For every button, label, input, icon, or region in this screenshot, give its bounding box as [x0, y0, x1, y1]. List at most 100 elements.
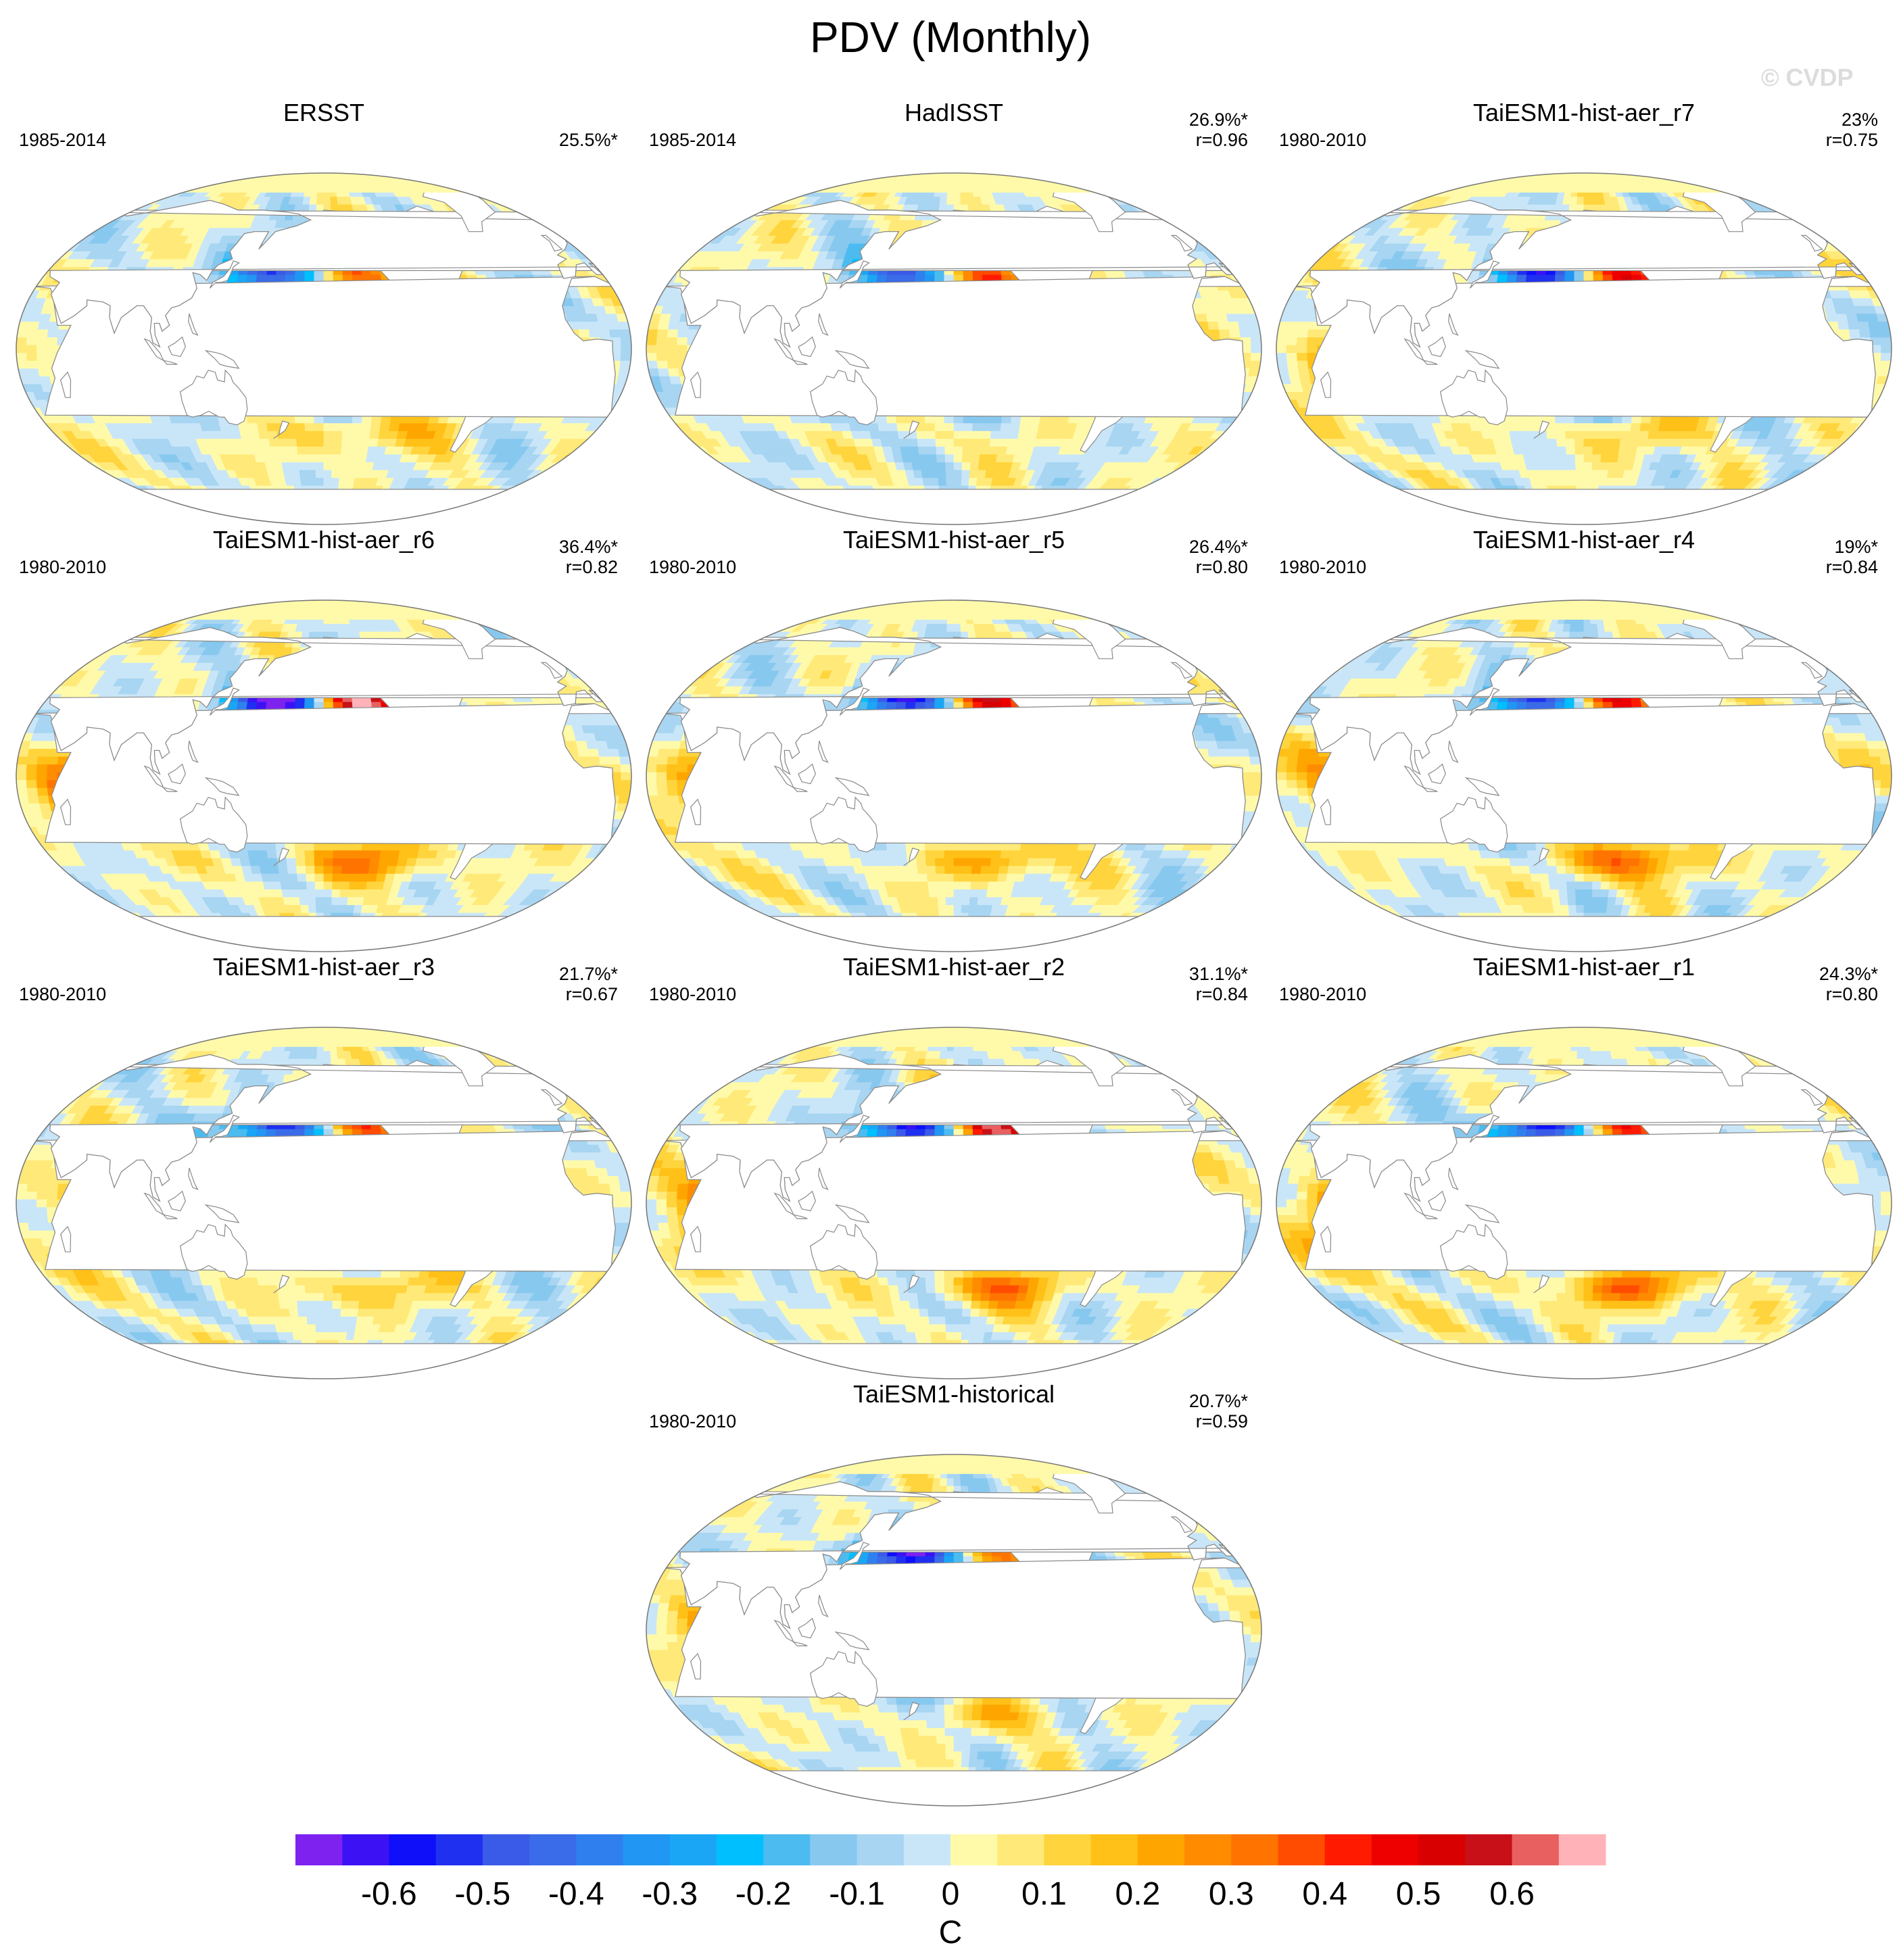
land-mass: [1533, 420, 1550, 439]
sst-field: [1276, 600, 1892, 952]
land-mass: [1448, 313, 1459, 336]
land-mass: [736, 916, 1172, 952]
land-mass: [661, 703, 1246, 845]
colorbar-swatch: [1090, 1834, 1138, 1865]
land-mass: [839, 260, 870, 289]
panel-title: ERSST: [9, 99, 638, 127]
land-mass: [1403, 765, 1425, 789]
land-mass: [818, 1594, 829, 1617]
land-mass: [903, 1702, 920, 1721]
land-mass: [188, 740, 199, 763]
land-mass: [671, 199, 1234, 348]
land-mass: [1428, 1190, 1446, 1212]
colorbar-swatch: [529, 1834, 577, 1865]
panel-period: 1980-2010: [649, 557, 736, 578]
land-mass: [1320, 1225, 1332, 1252]
land-mass: [105, 916, 542, 952]
land-mass: [773, 1619, 795, 1643]
colorbar-swatch: [810, 1834, 858, 1865]
land-mass: [903, 848, 920, 866]
land-mass: [143, 338, 165, 362]
sst-field: [646, 173, 1261, 524]
colorbar-tick-label: -0.2: [736, 1876, 792, 1912]
map-panel: TaiESM1-hist-aer_r6 1980-2010 36.4%* r=0.82: [9, 526, 638, 958]
map-panel: TaiESM1-historical 1980-2010 20.7%* r=0.59: [640, 1380, 1268, 1813]
land-mass: [798, 763, 816, 785]
land-mass: [798, 336, 816, 358]
colorbar-swatch: [389, 1834, 437, 1865]
panel-correlation: r=0.80: [1196, 557, 1248, 578]
map-outline: [1276, 599, 1892, 952]
land-mass: [792, 787, 808, 792]
land-mass: [1366, 489, 1802, 524]
colorbar-swatch: [857, 1834, 905, 1865]
panel-explained-variance: 25.5%*: [559, 130, 618, 151]
land-mass: [59, 798, 72, 825]
panel-period: 1980-2010: [649, 1411, 736, 1432]
land-mass: [162, 787, 178, 792]
land-mass: [31, 276, 616, 418]
colorbar-tick-label: 0.2: [1115, 1876, 1161, 1912]
land-mass: [1469, 1114, 1500, 1143]
land-mass: [690, 1652, 702, 1680]
land-mass: [1464, 777, 1500, 796]
land-mass: [661, 1557, 1246, 1699]
colorbar-swatch: [763, 1834, 811, 1865]
land-mass: [810, 1223, 878, 1280]
panel-correlation: r=0.82: [566, 557, 618, 578]
land-mass: [792, 360, 808, 365]
map-outline: [646, 1454, 1262, 1807]
sst-map: [1276, 172, 1892, 525]
land-mass: [143, 765, 165, 789]
panel-explained-variance: 26.9%*: [1189, 109, 1248, 130]
land-mass: [1422, 787, 1438, 792]
land-mass: [792, 1641, 808, 1646]
colorbar-tick-label: 0: [942, 1876, 960, 1912]
panel-title: TaiESM1-hist-aer_r3: [9, 953, 638, 981]
land-mass: [1366, 1343, 1802, 1379]
panel-explained-variance: 31.1%*: [1189, 964, 1248, 985]
land-mass: [162, 1214, 178, 1219]
sst-field: [646, 600, 1261, 952]
land-mass: [671, 627, 1234, 775]
map-panel: TaiESM1-hist-aer_r1 1980-2010 24.3%* r=0.80: [1270, 953, 1898, 1386]
panel-correlation: r=0.96: [1196, 130, 1248, 151]
land-mass: [204, 777, 240, 796]
colorbar-tick-label: -0.5: [455, 1876, 511, 1912]
panel-explained-variance: 20.7%*: [1189, 1391, 1248, 1412]
colorbar-swatch: [950, 1834, 998, 1865]
panel-title: TaiESM1-hist-aer_r6: [9, 526, 638, 554]
land-mass: [834, 1631, 870, 1650]
land-mass: [810, 369, 878, 426]
land-mass: [671, 1054, 1234, 1202]
colorbar-swatch: [435, 1834, 483, 1865]
panel-correlation: r=0.75: [1826, 130, 1878, 151]
panel-period: 1980-2010: [19, 984, 106, 1005]
land-mass: [773, 1192, 795, 1216]
land-mass: [834, 777, 870, 796]
land-mass: [1448, 1167, 1459, 1190]
land-mass: [188, 1167, 199, 1190]
panel-title: TaiESM1-hist-aer_r5: [640, 526, 1268, 554]
map-outline: [1276, 172, 1892, 525]
map-outline: [646, 599, 1262, 952]
panel-period: 1980-2010: [1279, 984, 1366, 1005]
land-mass: [1403, 1192, 1425, 1216]
land-mass: [1440, 1223, 1508, 1280]
land-mass: [1428, 763, 1446, 785]
land-mass: [1464, 1204, 1500, 1223]
panel-period: 1980-2010: [1279, 130, 1366, 151]
colorbar-tick-label: -0.4: [548, 1876, 604, 1912]
colorbar-tick-label: -0.6: [361, 1876, 417, 1912]
land-mass: [59, 1225, 72, 1252]
land-mass: [168, 336, 186, 358]
colorbar-tick-label: 0.5: [1396, 1876, 1441, 1912]
panel-explained-variance: 23%: [1842, 109, 1878, 130]
colorbar-swatch: [295, 1834, 343, 1865]
land-mass: [661, 1130, 1246, 1272]
land-mass: [903, 1275, 920, 1294]
sst-map: [1276, 599, 1892, 952]
land-mass: [690, 798, 702, 825]
panel-explained-variance: 19%*: [1834, 537, 1878, 558]
land-mass: [839, 1114, 870, 1143]
